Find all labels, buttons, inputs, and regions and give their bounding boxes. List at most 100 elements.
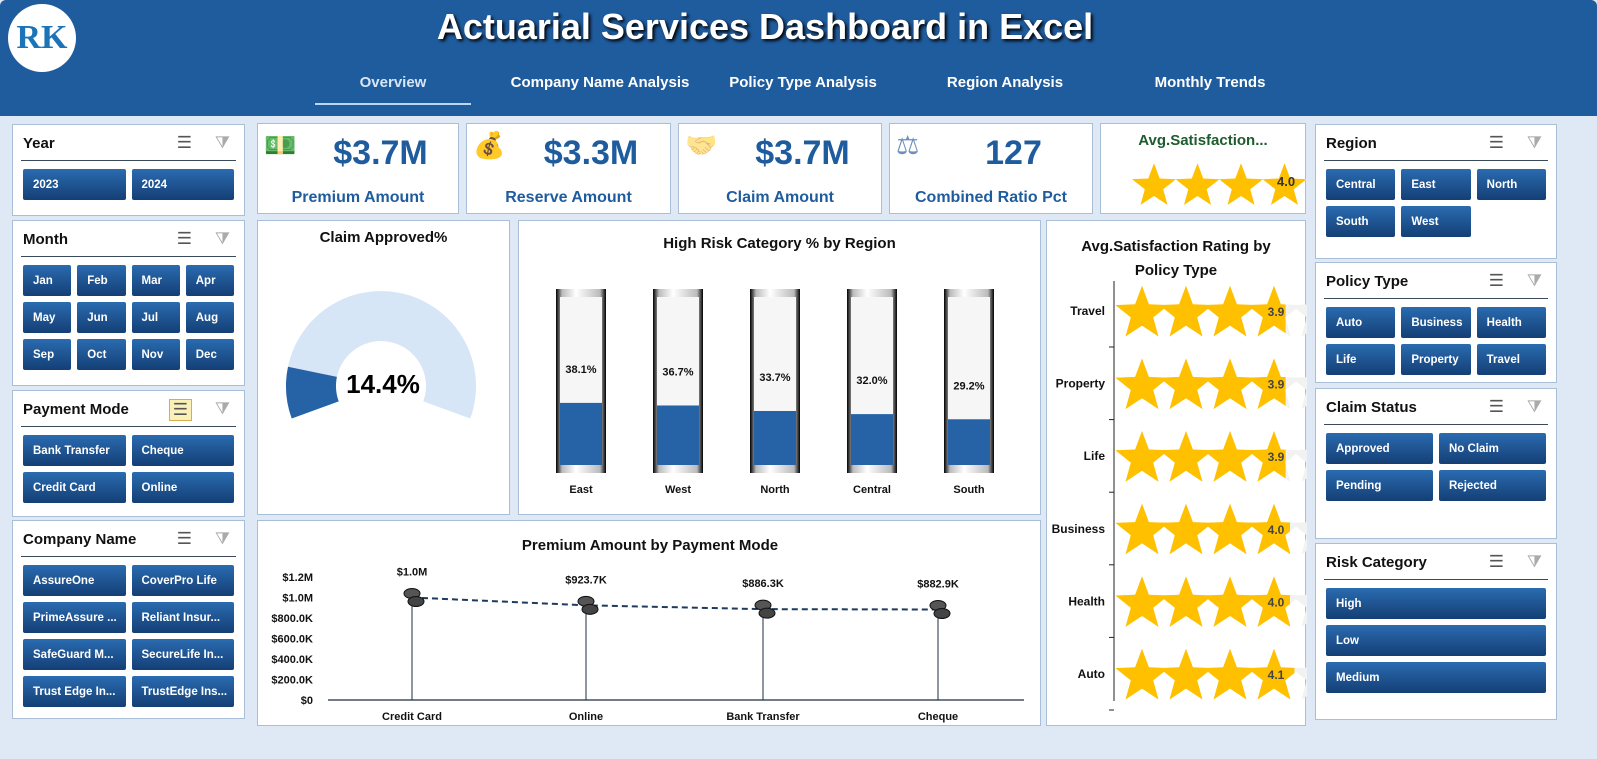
multi-select-icon[interactable]: ☰ — [176, 229, 192, 248]
slicer-item-rejected[interactable]: Rejected — [1439, 470, 1546, 501]
y-tick-label: $1.0M — [282, 593, 313, 605]
multi-select-icon[interactable]: ☰ — [1488, 271, 1504, 290]
star-empty — [1306, 179, 1307, 180]
kpi-avg-satisfaction: Avg.Satisfaction... 4.0 — [1100, 123, 1307, 214]
slicer-item-nov[interactable]: Nov — [131, 339, 180, 370]
slicer-item-jun[interactable]: Jun — [77, 302, 126, 333]
clear-filter-icon[interactable]: ⧩ — [1526, 133, 1542, 152]
star-empty — [1291, 304, 1307, 337]
divider — [1324, 298, 1548, 299]
tab-company-name-analysis[interactable]: Company Name Analysis — [510, 74, 690, 91]
slicer-item-dec[interactable]: Dec — [185, 339, 234, 370]
divider — [21, 160, 236, 161]
star-filled — [1247, 503, 1290, 555]
slicer-item-may[interactable]: May — [23, 302, 72, 333]
tab-policy-type-analysis[interactable]: Policy Type Analysis — [729, 74, 877, 91]
clear-filter-icon[interactable]: ⧩ — [214, 229, 230, 248]
claim-approved-panel: Claim Approved% 14.4% — [257, 220, 510, 515]
x-tick-label: Credit Card — [382, 711, 442, 723]
tab-overview[interactable]: Overview — [315, 74, 471, 105]
star-filled — [1203, 431, 1257, 482]
slicer-item-jul[interactable]: Jul — [131, 302, 180, 333]
star-filled — [1247, 576, 1290, 627]
slicer-item-sep[interactable]: Sep — [23, 339, 72, 370]
coin-stack-icon — [581, 603, 599, 615]
multi-select-icon[interactable]: ☰ — [1488, 397, 1504, 416]
multi-select-icon[interactable]: ☰ — [176, 133, 192, 152]
y-tick-label: Travel — [1070, 304, 1105, 318]
slicer-item-securelife-in-[interactable]: SecureLife In... — [131, 639, 234, 670]
claim-status-slicer: Claim Status ☰ ⧩ Approved No Claim Pending… — [1315, 388, 1557, 539]
y-tick-label: $800.0K — [271, 613, 313, 625]
coin-stack-icon — [407, 596, 425, 607]
satisfaction-star-chart: Travel 3.9 Property 3.9 Life 3.9 Business 4.0 He… — [1052, 281, 1307, 711]
star-empty — [1291, 667, 1307, 700]
slicer-item-mar[interactable]: Mar — [131, 265, 180, 296]
slicer-item-life[interactable]: Life — [1326, 344, 1396, 375]
multi-select-icon[interactable]: ☰ — [1488, 133, 1504, 152]
slicer-item-business[interactable]: Business — [1401, 307, 1471, 338]
clear-filter-icon[interactable]: ⧩ — [1526, 397, 1542, 416]
premium-line — [411, 596, 939, 611]
slicer-item-aug[interactable]: Aug — [185, 302, 234, 333]
slicer-item-2023[interactable]: 2023 — [23, 169, 126, 200]
slicer-item-credit-card[interactable]: Credit Card — [23, 472, 126, 503]
slicer-item-auto[interactable]: Auto — [1326, 307, 1396, 338]
slicer-item-north[interactable]: North — [1476, 169, 1546, 200]
slicer-item-south[interactable]: South — [1326, 206, 1396, 237]
slicer-item-apr[interactable]: Apr — [185, 265, 234, 296]
slicer-item-2024[interactable]: 2024 — [131, 169, 234, 200]
slicer-item-trustedge-ins-[interactable]: TrustEdge Ins... — [131, 676, 234, 707]
star-filled — [1115, 358, 1169, 410]
scale-icon: ⚖ — [896, 130, 920, 160]
slicer-item-approved[interactable]: Approved — [1326, 433, 1433, 464]
kpi-label: Premium Amount — [291, 189, 425, 206]
clear-filter-icon[interactable]: ⧩ — [1526, 271, 1542, 290]
x-tick-label: Online — [569, 711, 603, 723]
slicer-item-primeassure-[interactable]: PrimeAssure ... — [23, 602, 126, 633]
slicer-item-feb[interactable]: Feb — [77, 265, 126, 296]
x-tick-label: East — [569, 484, 593, 496]
kpi-label: Reserve Amount — [505, 189, 632, 206]
premium-line-chart: $0 $200.0K $400.0K $600.0K $800.0K $1.0M $1.2M… — [271, 567, 1024, 723]
coin-stack-icon — [933, 608, 951, 620]
star-filled — [1115, 648, 1169, 700]
star-filled — [1219, 163, 1263, 205]
slicer-item-reliant-insur-[interactable]: Reliant Insur... — [131, 602, 234, 633]
slicer-item-no-claim[interactable]: No Claim — [1439, 433, 1546, 464]
slicer-item-bank-transfer[interactable]: Bank Transfer — [23, 435, 126, 466]
clear-filter-icon[interactable]: ⧩ — [1526, 552, 1542, 571]
multi-select-icon[interactable]: ☰ — [1488, 552, 1504, 571]
star-filled — [1159, 503, 1213, 555]
high-risk-bar-chart: 38.1% East 36.7% West 33.7% North 32.0% Central… — [556, 289, 994, 496]
multi-select-icon[interactable]: ☰ — [176, 529, 192, 548]
slicer-item-pending[interactable]: Pending — [1326, 470, 1433, 501]
slicer-item-low[interactable]: Low — [1326, 625, 1546, 656]
slicer-item-jan[interactable]: Jan — [23, 265, 72, 296]
tab-monthly-trends[interactable]: Monthly Trends — [1154, 74, 1266, 91]
slicer-item-central[interactable]: Central — [1326, 169, 1396, 200]
clear-filter-icon[interactable]: ⧩ — [214, 529, 230, 548]
slicer-item-trust-edge-in-[interactable]: Trust Edge In... — [23, 676, 126, 707]
clear-filter-icon[interactable]: ⧩ — [214, 133, 230, 152]
slicer-item-east[interactable]: East — [1401, 169, 1471, 200]
slicer-item-medium[interactable]: Medium — [1326, 662, 1546, 693]
slicer-item-oct[interactable]: Oct — [77, 339, 126, 370]
slicer-item-assureone[interactable]: AssureOne — [23, 565, 126, 596]
value-label: 3.9 — [1268, 305, 1285, 319]
slicer-item-online[interactable]: Online — [131, 472, 234, 503]
clear-filter-icon[interactable]: ⧩ — [214, 399, 230, 418]
slicer-item-cheque[interactable]: Cheque — [131, 435, 234, 466]
slicer-item-safeguard-m-[interactable]: SafeGuard M... — [23, 639, 126, 670]
slicer-item-high[interactable]: High — [1326, 588, 1546, 619]
slicer-item-property[interactable]: Property — [1401, 344, 1471, 375]
star-filled — [1203, 503, 1257, 555]
bar — [560, 402, 602, 465]
rating-value: 4.0 — [1277, 174, 1296, 189]
multi-select-icon[interactable]: ☰ — [168, 399, 192, 421]
slicer-item-west[interactable]: West — [1401, 206, 1471, 237]
slicer-item-health[interactable]: Health — [1476, 307, 1546, 338]
slicer-item-travel[interactable]: Travel — [1476, 344, 1546, 375]
tab-region-analysis[interactable]: Region Analysis — [946, 74, 1064, 91]
slicer-item-coverpro-life[interactable]: CoverPro Life — [131, 565, 234, 596]
